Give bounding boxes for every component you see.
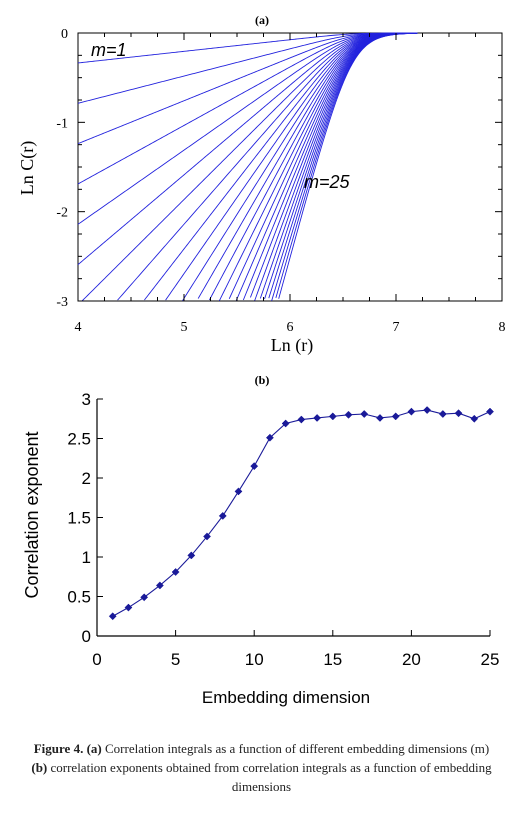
panel-b-series-line [112,409,491,617]
panel-a-chart: (a) 4 5 6 7 8 0 -1 -2 -3 m=1 m=25 Ln (r) Ln C(r) [17,13,506,356]
panel-a-series-line-m13 [209,32,418,301]
panel-b-data-point [234,487,243,496]
panel-b-data-point [360,410,369,418]
panel-b-y-tick-label: 1.5 [67,509,91,528]
panel-b-data-point [454,409,463,418]
panel-a-series-line-m10 [165,32,418,301]
panel-b-y-tick-label: 2.5 [67,430,91,449]
panel-b-y-tick-label: 3 [82,390,91,409]
caption-part-a-tag: (a) [86,741,102,756]
panel-a-y-tick-label: -3 [56,295,68,310]
panel-b-data-point [376,414,384,422]
panel-b-x-tick-label: 15 [323,650,342,669]
panel-a-series-line-m1 [77,32,418,64]
panel-b-data-point [297,415,306,424]
panel-a-series-group [77,32,418,302]
panel-b-ticks: 0 5 10 15 20 25 0 0.5 1 1.5 2 2.5 3 [67,390,499,669]
panel-b-data-point [313,414,322,422]
panel-a-x-tick-label: 4 [75,320,82,335]
panel-a-x-tick-label: 6 [287,320,294,335]
panel-b-y-tick-label: 0.5 [67,588,91,607]
panel-b-data-point [470,414,479,423]
panel-b-x-tick-label: 0 [92,650,101,669]
panel-a-y-tick-label: -2 [56,206,68,221]
panel-a-series-line-m11 [182,32,418,301]
panel-a-y-axis-label: Ln C(r) [17,141,38,195]
panel-a-series-line-m5 [77,32,418,225]
panel-b-x-tick-label: 25 [481,650,500,669]
panel-b-data-point [328,412,337,421]
panel-b-data-point [155,581,164,590]
panel-b-x-tick-label: 5 [171,650,180,669]
panel-b-data-point [250,462,259,471]
annotation-m1: m=1 [91,40,127,60]
panel-a-x-axis-label: Ln (r) [271,335,313,356]
panel-b-y-tick-label: 2 [82,469,91,488]
panel-b-data-point [124,603,133,612]
panel-a-x-tick-label: 8 [499,320,506,335]
panel-a-x-tick-label: 7 [393,320,400,335]
panel-b-x-tick-label: 10 [245,650,264,669]
panel-b-chart: (b) 0 5 10 15 20 25 0 0.5 1 1.5 2 2.5 3 Embedding di… [22,373,499,707]
panel-a-ticks: 4 5 6 7 8 0 -1 -2 -3 [56,27,505,335]
panel-b-x-axis-label: Embedding dimension [202,688,370,707]
panel-b-data-point [140,593,149,602]
panel-a-series-line-m2 [77,32,418,104]
panel-a-label: (a) [255,13,269,27]
panel-a-series-line-m16 [235,32,418,301]
panel-b-y-axis-label: Correlation exponent [22,431,42,598]
panel-b-data-point [108,612,117,621]
panel-b-label: (b) [255,373,270,387]
panel-b-data-point [486,407,494,416]
panel-b-y-tick-label: 0 [82,627,91,646]
panel-a-series-line-m4 [77,32,418,185]
panel-b-data-point [407,407,416,416]
panel-a-y-tick-label: 0 [61,27,68,42]
panel-b-data-point [171,568,180,576]
panel-b-series [108,406,494,621]
figure-caption: Figure 4. (a) Correlation integrals as a… [30,739,493,796]
panel-a-series-line-m8 [117,32,418,301]
caption-part-b-tag: (b) [31,760,48,775]
panel-b-y-tick-label: 1 [82,548,91,567]
panel-b-data-point [203,532,211,541]
panel-b-data-point [218,511,227,520]
annotation-m25: m=25 [304,172,351,192]
panel-b-data-point [281,419,290,428]
caption-part-a-text: Correlation integrals as a function of d… [101,741,490,756]
panel-a-series-line-m24 [275,32,418,299]
panel-a-series-line-m15 [228,32,418,300]
panel-b-data-point [344,410,353,419]
panel-b-x-tick-label: 20 [402,650,421,669]
caption-part-b-text: correlation exponents obtained from corr… [47,760,492,794]
panel-a-y-tick-label: -1 [56,116,68,131]
caption-label: Figure 4. [33,741,84,756]
panel-b-data-point [391,412,400,421]
panel-b-data-point [438,410,447,418]
panel-a-series-line-m14 [218,32,418,302]
panel-a-series-line-m6 [77,32,418,265]
panel-a-series-line-m3 [77,32,418,145]
panel-a-x-tick-label: 5 [181,320,188,335]
panel-b-data-point [265,433,274,442]
panel-a-series-line-m25 [278,32,418,299]
panel-b-data-point [423,406,432,415]
panel-a-series-line-m7 [81,32,418,302]
panel-b-data-point [187,551,196,560]
